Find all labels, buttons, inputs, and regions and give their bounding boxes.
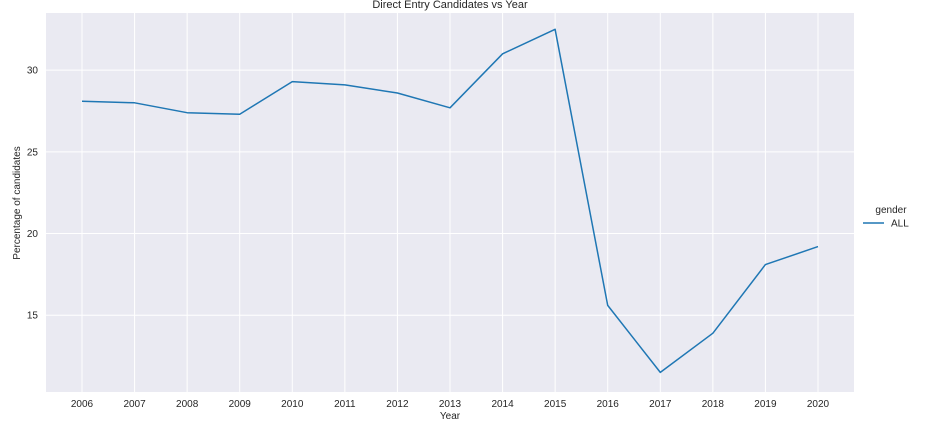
x-tick-label: 2019 xyxy=(754,399,777,410)
x-axis-label: Year xyxy=(440,411,461,422)
y-axis-label: Percentage of candidates xyxy=(12,146,23,259)
x-tick-label: 2020 xyxy=(807,399,830,410)
series-line-all xyxy=(81,28,819,374)
y-tick-labels: 15 20 25 30 xyxy=(27,66,39,322)
x-tick-label: 2014 xyxy=(491,399,514,410)
legend-title: gender xyxy=(875,205,907,216)
x-tick-label: 2007 xyxy=(123,399,146,410)
y-tick-label: 15 xyxy=(27,311,39,322)
y-tick-label: 25 xyxy=(27,147,39,158)
x-tick-label: 2012 xyxy=(386,399,409,410)
legend-label-all: ALL xyxy=(891,219,909,230)
x-tick-label: 2018 xyxy=(702,399,725,410)
x-tick-label: 2013 xyxy=(439,399,462,410)
chart-title: Direct Entry Candidates vs Year xyxy=(372,0,528,11)
grid-lines xyxy=(46,13,854,392)
x-tick-label: 2011 xyxy=(334,399,356,410)
x-tick-label: 2017 xyxy=(649,399,672,410)
series-group xyxy=(81,28,819,374)
legend: gender ALL xyxy=(863,205,909,230)
y-tick-label: 20 xyxy=(27,229,39,240)
x-tick-label: 2015 xyxy=(544,399,567,410)
x-tick-label: 2016 xyxy=(597,399,620,410)
y-tick-label: 30 xyxy=(27,66,39,77)
x-tick-label: 2006 xyxy=(71,399,94,410)
x-tick-label: 2009 xyxy=(229,399,252,410)
x-tick-labels: 2006 2007 2008 2009 2010 2011 2012 2013 2014 2015… xyxy=(71,399,830,410)
x-tick-label: 2010 xyxy=(281,399,304,410)
x-tick-label: 2008 xyxy=(176,399,199,410)
